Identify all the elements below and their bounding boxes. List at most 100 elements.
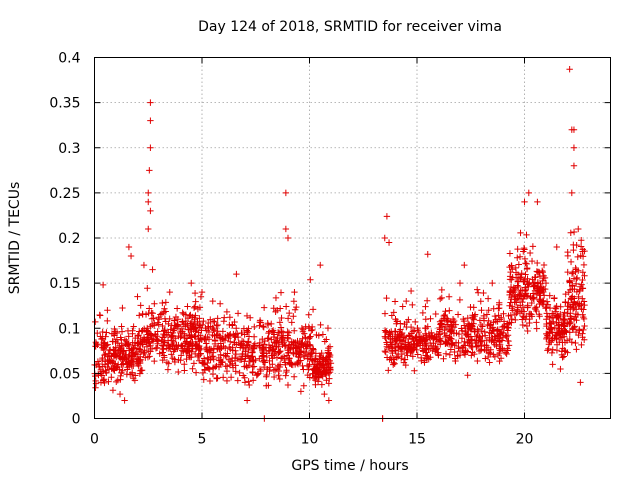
data-point <box>520 244 528 252</box>
data-point <box>129 345 137 353</box>
data-point <box>326 343 334 350</box>
data-point <box>274 334 281 342</box>
data-point <box>524 327 531 335</box>
data-point <box>117 334 124 341</box>
y-tick-label: 0.4 <box>58 51 80 67</box>
data-point <box>515 261 523 268</box>
data-point <box>581 322 588 330</box>
data-point <box>570 241 577 249</box>
data-point <box>302 334 309 341</box>
data-point <box>145 225 152 233</box>
data-point <box>445 325 453 333</box>
data-point <box>259 323 267 330</box>
data-point <box>104 317 111 325</box>
data-point <box>381 234 388 242</box>
data-point <box>129 327 136 334</box>
data-point <box>178 342 185 349</box>
data-point <box>265 382 272 389</box>
data-point <box>428 333 436 340</box>
data-point <box>570 162 578 169</box>
data-point <box>214 331 222 338</box>
data-point <box>408 330 415 337</box>
data-point <box>99 281 107 289</box>
data-point <box>324 356 332 363</box>
data-point <box>388 356 395 363</box>
data-point <box>424 251 431 258</box>
data-point <box>464 314 471 322</box>
data-point <box>521 198 528 206</box>
data-point <box>318 381 326 388</box>
data-point <box>120 354 128 361</box>
data-point <box>581 301 588 309</box>
data-point <box>581 272 588 279</box>
data-point <box>525 280 532 287</box>
data-point <box>442 323 450 331</box>
y-axis-ticks: 0 0.05 0.1 0.15 0.2 0.25 0.3 0.35 0.4 <box>49 51 611 428</box>
data-point <box>147 99 154 106</box>
data-point <box>447 335 454 342</box>
data-point <box>180 310 187 318</box>
data-point <box>492 316 500 323</box>
data-point <box>160 338 168 346</box>
data-point <box>567 295 575 302</box>
data-point <box>543 322 550 330</box>
data-point <box>273 365 281 373</box>
data-point <box>290 313 297 320</box>
data-point <box>416 336 423 343</box>
data-point <box>428 342 435 350</box>
data-point <box>216 300 224 307</box>
data-point <box>299 328 307 335</box>
data-point <box>261 359 269 366</box>
data-point <box>531 304 539 312</box>
data-point <box>448 321 455 329</box>
data-point <box>234 377 241 384</box>
data-point <box>162 299 170 306</box>
data-point <box>100 339 107 347</box>
data-point <box>327 366 334 374</box>
data-point <box>243 329 251 336</box>
data-point <box>194 305 202 313</box>
data-point <box>103 329 110 336</box>
data-point <box>188 348 195 356</box>
data-point <box>274 307 281 314</box>
data-point <box>224 350 231 357</box>
data-point <box>277 355 285 362</box>
data-point <box>553 319 560 327</box>
data-point <box>488 337 495 345</box>
data-point <box>507 283 515 291</box>
data-point <box>321 390 328 398</box>
data-point <box>269 342 276 350</box>
data-point <box>299 339 306 347</box>
data-point <box>156 350 163 357</box>
data-point <box>191 316 198 323</box>
data-point <box>509 266 516 273</box>
data-point <box>559 316 567 324</box>
data-point <box>391 298 399 305</box>
data-point <box>119 367 126 374</box>
data-point <box>324 324 332 332</box>
data-point <box>570 228 578 236</box>
data-point <box>132 372 139 379</box>
data-point <box>264 366 271 373</box>
data-point <box>511 293 518 300</box>
data-point <box>256 366 264 373</box>
data-point <box>220 352 228 359</box>
data-point <box>450 317 458 325</box>
data-point <box>553 329 561 336</box>
data-point <box>480 289 487 297</box>
data-point <box>447 346 455 353</box>
data-point <box>195 329 202 336</box>
data-point <box>200 360 207 367</box>
data-point <box>553 347 561 354</box>
data-point <box>92 343 99 350</box>
data-point <box>578 237 585 244</box>
data-point <box>566 320 573 328</box>
data-point <box>289 349 297 356</box>
data-point <box>553 335 560 342</box>
data-point <box>543 304 550 311</box>
data-point <box>483 337 491 344</box>
data-point <box>500 323 507 330</box>
data-point <box>418 357 425 365</box>
data-point <box>421 357 428 364</box>
data-point <box>396 328 403 336</box>
